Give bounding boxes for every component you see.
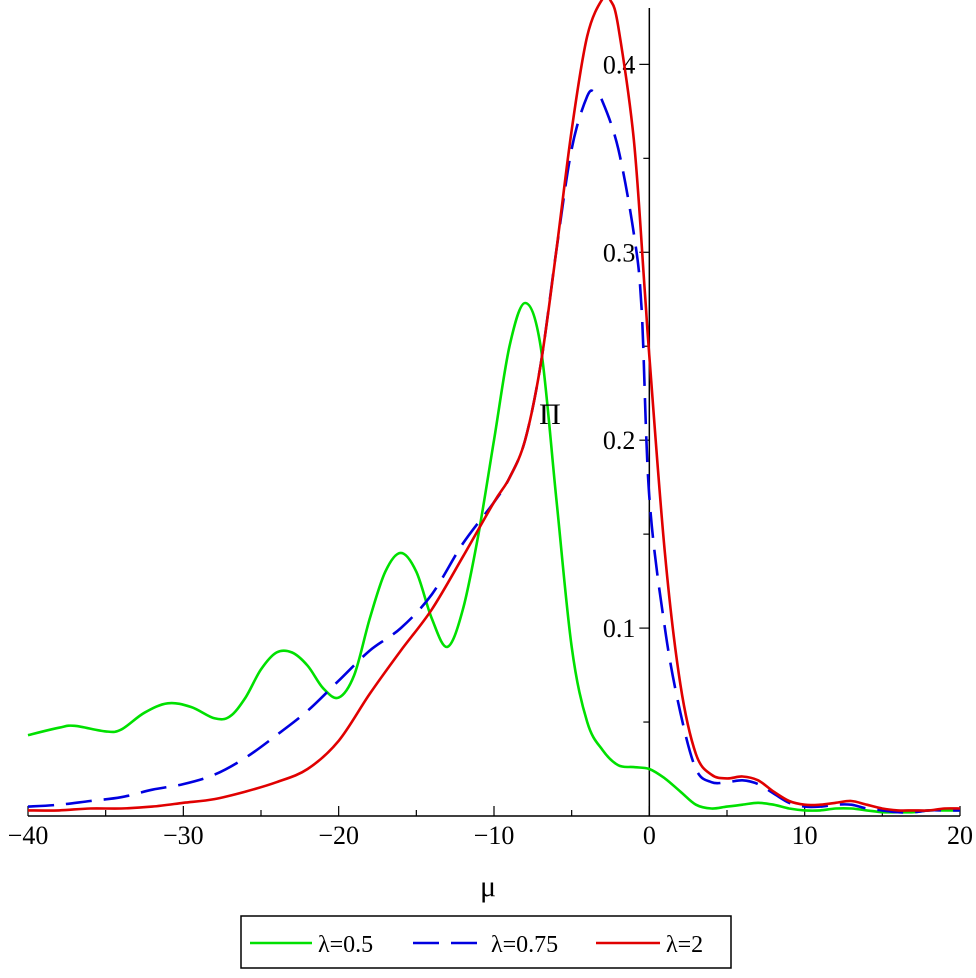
legend-label-1: λ=0.5 bbox=[318, 932, 373, 958]
legend-items: λ=0.5 λ=0.75 λ=2 bbox=[250, 932, 703, 958]
x-tick-label: −10 bbox=[474, 821, 515, 850]
y-ticks: 0.1 0.2 0.3 0.4 bbox=[603, 50, 650, 723]
x-tick-label: 10 bbox=[792, 821, 818, 850]
y-tick-label: 0.3 bbox=[603, 238, 636, 267]
y-tick-label: 0.1 bbox=[603, 614, 636, 643]
series-line-3 bbox=[27, 0, 961, 812]
legend-label-2: λ=0.75 bbox=[491, 932, 558, 958]
legend: λ=0.5 λ=0.75 λ=2 bbox=[240, 915, 732, 969]
plot-area: −40 −30 −20 −10 0 10 20 0.1 0.2 0.3 0.4 μ Π bbox=[8, 0, 973, 903]
series-lines bbox=[27, 0, 961, 814]
x-tick-label: −20 bbox=[318, 821, 359, 850]
y-tick-label: 0.2 bbox=[603, 426, 636, 455]
x-tick-label: −30 bbox=[163, 821, 204, 850]
x-tick-label: −40 bbox=[8, 821, 49, 850]
legend-label-3: λ=2 bbox=[666, 932, 703, 958]
x-tick-label: 0 bbox=[643, 821, 656, 850]
x-tick-label: 20 bbox=[947, 821, 973, 850]
y-axis-label: Π bbox=[539, 398, 561, 431]
y-tick-label: 0.4 bbox=[603, 50, 636, 79]
series-line-2 bbox=[27, 89, 960, 814]
x-ticks: −40 −30 −20 −10 0 10 20 bbox=[8, 806, 973, 850]
series-line-1 bbox=[27, 301, 960, 814]
x-axis-label: μ bbox=[480, 870, 496, 903]
